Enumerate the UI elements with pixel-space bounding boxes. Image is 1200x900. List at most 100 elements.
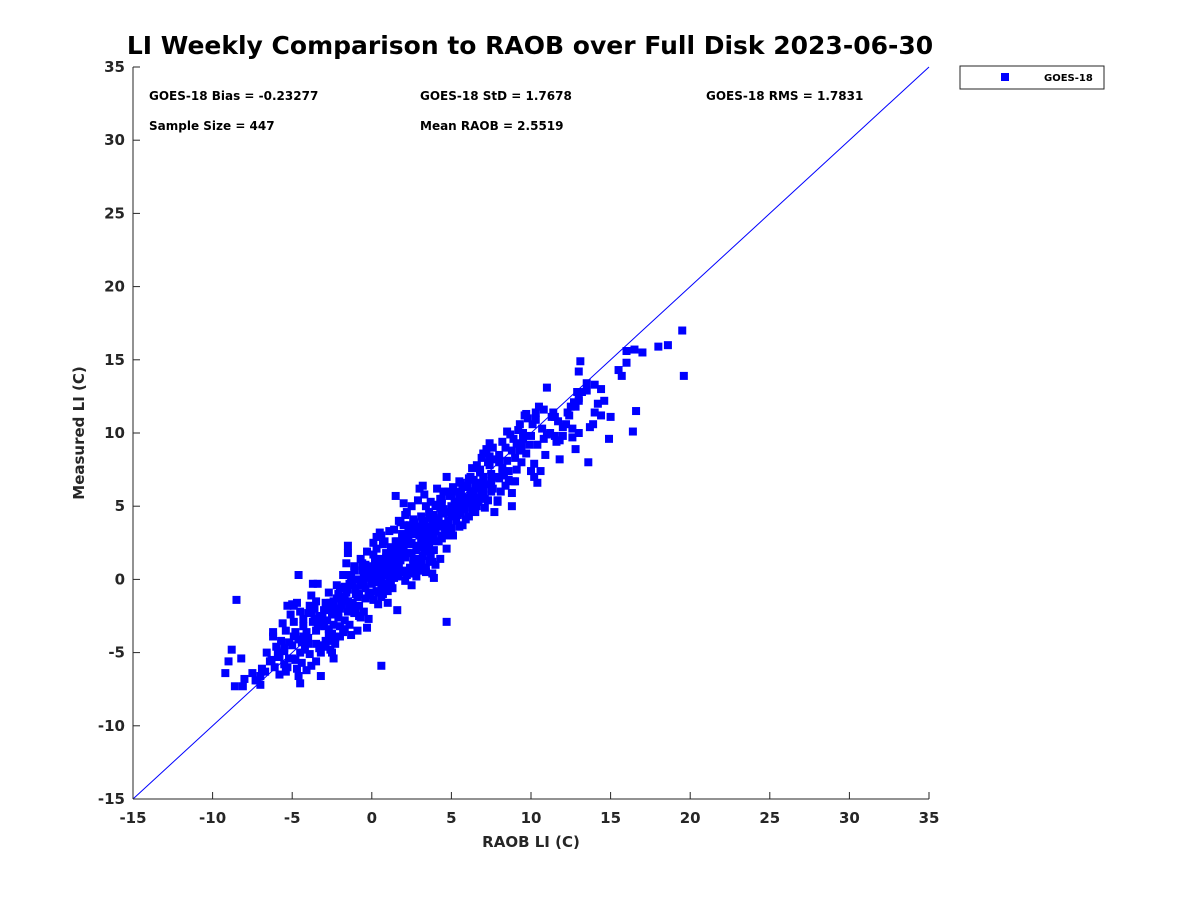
data-point	[519, 434, 528, 443]
data-point	[385, 527, 394, 536]
data-point	[412, 546, 421, 555]
data-point	[334, 613, 343, 622]
data-point	[307, 661, 316, 670]
y-tick-label: 10	[104, 424, 125, 442]
data-point	[476, 465, 485, 474]
data-point	[549, 408, 558, 417]
x-tick-label: -5	[284, 809, 301, 827]
data-point	[275, 652, 284, 661]
data-point	[463, 481, 472, 490]
data-point	[321, 598, 330, 607]
data-point	[444, 487, 453, 496]
data-point	[628, 427, 637, 436]
data-point	[248, 669, 257, 678]
data-point	[361, 560, 370, 569]
data-point	[452, 487, 461, 496]
data-point	[304, 609, 313, 618]
data-point	[370, 575, 379, 584]
data-point	[600, 396, 609, 405]
data-point	[335, 632, 344, 641]
legend-marker-square-icon	[1001, 73, 1009, 81]
data-point	[490, 508, 499, 517]
y-tick-label: -10	[98, 717, 125, 735]
data-point	[584, 458, 593, 467]
data-point	[307, 591, 316, 600]
data-point	[555, 455, 564, 464]
x-tick-label: 35	[919, 809, 940, 827]
data-point	[552, 437, 561, 446]
data-point	[582, 386, 591, 395]
data-point	[531, 415, 540, 424]
data-point	[383, 571, 392, 580]
data-point	[515, 420, 524, 429]
data-point	[522, 449, 531, 458]
data-point	[415, 566, 424, 575]
data-point	[450, 497, 459, 506]
data-point	[437, 534, 446, 543]
data-point	[509, 477, 518, 486]
data-point	[232, 595, 241, 604]
data-point	[589, 420, 598, 429]
data-point	[606, 412, 615, 421]
data-point	[288, 654, 297, 663]
y-tick-label: 35	[104, 58, 125, 76]
x-tick-label: 30	[839, 809, 860, 827]
data-point	[568, 433, 577, 442]
data-point	[313, 579, 322, 588]
data-point	[568, 424, 577, 433]
data-point	[471, 481, 480, 490]
data-point	[484, 458, 493, 467]
data-point	[590, 380, 599, 389]
data-point	[283, 601, 292, 610]
data-point	[574, 429, 583, 437]
data-point	[345, 620, 354, 629]
data-point	[391, 544, 400, 553]
data-point	[292, 664, 301, 673]
data-point	[377, 562, 386, 571]
data-point	[329, 620, 338, 629]
data-point	[530, 459, 539, 468]
data-point	[541, 450, 550, 459]
data-point	[390, 569, 399, 578]
data-point	[410, 557, 419, 566]
data-point	[265, 657, 274, 666]
data-point	[413, 541, 422, 550]
data-point	[356, 554, 365, 563]
data-point	[256, 680, 265, 689]
data-point	[326, 598, 335, 607]
data-point	[442, 617, 451, 626]
data-point	[479, 490, 488, 499]
data-point	[375, 576, 384, 585]
data-point	[498, 464, 507, 473]
x-tick-label: 10	[521, 809, 542, 827]
data-point	[372, 532, 381, 541]
data-point	[386, 579, 395, 588]
data-point	[292, 598, 301, 607]
data-point	[463, 493, 472, 502]
data-point	[407, 549, 416, 558]
data-point	[444, 531, 453, 540]
data-point	[393, 537, 402, 546]
data-point	[240, 674, 249, 683]
data-point	[415, 554, 424, 563]
data-point	[487, 477, 496, 486]
data-point	[324, 588, 333, 597]
data-point	[359, 607, 368, 616]
data-point	[324, 625, 333, 634]
data-point	[410, 525, 419, 534]
data-point	[428, 524, 437, 533]
y-tick-label: 5	[115, 497, 125, 515]
data-point	[394, 516, 403, 525]
y-ticks: -15 -10 -5 0 5 10 15 20 25 30 35	[98, 58, 140, 808]
data-point	[390, 525, 399, 534]
data-point	[262, 648, 271, 657]
x-tick-label: -10	[199, 809, 226, 827]
x-ticks: -15 -10 -5 0 5 10 15 20 25 30 35	[119, 792, 939, 827]
data-point	[358, 566, 367, 575]
data-point	[512, 439, 521, 448]
data-point	[299, 632, 308, 641]
data-point	[345, 571, 354, 580]
data-point	[278, 619, 287, 628]
rms-annotation: GOES-18 RMS = 1.7831	[706, 89, 863, 103]
